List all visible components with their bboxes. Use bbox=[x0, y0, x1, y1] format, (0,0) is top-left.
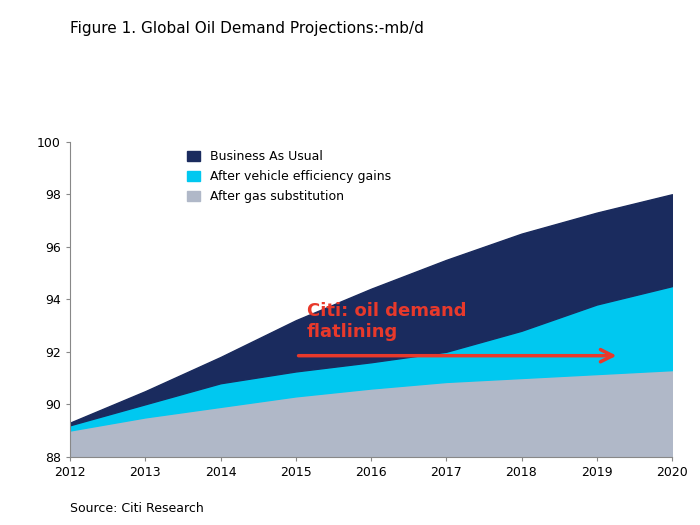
Text: Figure 1. Global Oil Demand Projections:-mb/d: Figure 1. Global Oil Demand Projections:… bbox=[70, 21, 424, 36]
Text: Citi: oil demand
flatlining: Citi: oil demand flatlining bbox=[307, 302, 466, 341]
Text: Source: Citi Research: Source: Citi Research bbox=[70, 501, 204, 514]
Legend: Business As Usual, After vehicle efficiency gains, After gas substitution: Business As Usual, After vehicle efficie… bbox=[182, 145, 395, 208]
